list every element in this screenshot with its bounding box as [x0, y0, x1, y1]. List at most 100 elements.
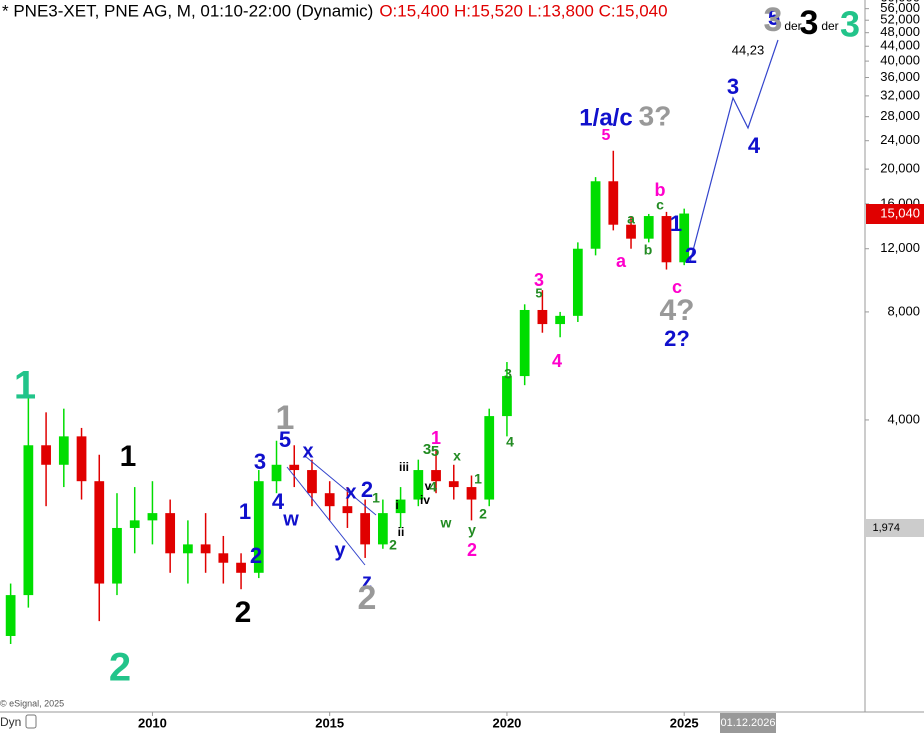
candle-body: [147, 513, 158, 521]
wave-label: 1: [372, 490, 380, 506]
wave-label: 1: [239, 499, 251, 524]
channel-line: [304, 455, 377, 516]
y-tick-label: 12,000: [880, 240, 920, 255]
lock-icon[interactable]: [25, 714, 37, 729]
last-price: 15,040: [880, 205, 920, 220]
wave-label: 3: [800, 4, 819, 42]
x-tick-label: 2010: [138, 715, 167, 730]
wave-label: iv: [420, 493, 430, 507]
wave-label: v: [425, 479, 432, 493]
wave-label: 2: [250, 543, 262, 568]
candle-body: [572, 248, 583, 316]
candle-body: [112, 527, 122, 584]
candle-body: [307, 470, 317, 494]
wave-label: 3: [764, 1, 783, 39]
y-tick-label: 4,000: [887, 411, 920, 426]
wave-label: c: [672, 277, 682, 297]
candle-body: [448, 481, 459, 488]
y-tick-label: 28,000: [880, 108, 920, 123]
candle-body: [94, 481, 105, 584]
wave-label: 2: [361, 477, 373, 502]
candle-body: [643, 216, 654, 239]
cursor-date: 01.12.2026: [720, 717, 775, 729]
candle-body: [679, 213, 690, 263]
wave-label: 2: [235, 596, 252, 629]
wave-label: 4: [748, 133, 761, 158]
y-tick-label: 20,000: [880, 161, 920, 176]
candle-body: [200, 544, 211, 554]
candle-body: [626, 224, 636, 239]
wave-label: ii: [398, 525, 405, 539]
candle-body: [324, 493, 335, 507]
candle-body: [661, 216, 672, 263]
wave-label: der: [821, 19, 838, 33]
candle-body: [360, 513, 371, 545]
y-tick-label: 24,000: [880, 132, 920, 147]
marker-price: 1,974: [872, 522, 900, 534]
wave-label: 2: [479, 506, 487, 522]
wave-label: 1: [120, 440, 137, 473]
candle-body: [431, 470, 441, 482]
wave-label: 3: [504, 366, 512, 382]
candle-body: [608, 181, 619, 225]
wave-label: 1: [474, 471, 482, 487]
forecast-path: [689, 39, 779, 263]
wave-label: x: [302, 440, 313, 462]
wave-label: x: [453, 448, 461, 464]
y-tick-label: 48,000: [880, 24, 920, 39]
wave-label: y: [334, 539, 346, 561]
wave-label: 2: [109, 646, 131, 690]
candle-body: [253, 481, 264, 573]
wave-label: 2?: [664, 326, 690, 351]
wave-label: c: [656, 197, 664, 213]
wave-label: 2: [389, 537, 397, 553]
wave-label: 2: [685, 243, 697, 268]
last-price-box: [866, 204, 924, 224]
candle-body: [377, 513, 388, 545]
y-tick-label: 56,000: [880, 0, 920, 15]
channel-line: [286, 466, 366, 566]
wave-label: 3: [534, 270, 544, 290]
y-tick-label: 36,000: [880, 69, 920, 84]
candle-body: [236, 562, 246, 573]
wave-label: 3: [423, 441, 431, 458]
candle-body: [218, 553, 229, 563]
wave-label: 4: [506, 434, 514, 450]
wave-label: 1: [670, 211, 682, 236]
wave-label: 3: [840, 4, 860, 45]
candle-body: [395, 499, 406, 514]
candle-body: [342, 506, 353, 514]
y-tick-label: 60,000: [880, 0, 920, 4]
chart-title: * PNE3-XET, PNE AG, M, 01:10-22:00 (Dyna…: [2, 1, 373, 20]
wave-label: 1: [276, 399, 295, 437]
wave-label: 5: [768, 5, 780, 30]
y-tick-label: 44,000: [880, 38, 920, 53]
wave-label: 4: [552, 351, 562, 371]
x-tick-label: 2015: [315, 715, 344, 730]
candle-body: [129, 520, 140, 528]
mode-label: Dyn: [0, 715, 21, 729]
wave-label: 3: [727, 74, 739, 99]
cursor-date-box: [720, 713, 776, 733]
wave-label: iii: [399, 460, 409, 474]
candle-body: [76, 436, 87, 482]
wave-label: der: [784, 19, 801, 33]
candle-body: [484, 416, 495, 500]
candle-body: [271, 464, 282, 482]
candle-body: [58, 436, 69, 465]
wave-label: z: [362, 570, 372, 592]
wave-label: 5: [279, 427, 291, 452]
plot: [5, 150, 690, 644]
candle-body: [289, 464, 300, 471]
candle-body: [555, 315, 565, 325]
candle-body: [5, 595, 16, 636]
target-label: 44,23: [732, 42, 765, 57]
wave-labels: 1 2 1 2 1 2 3 4 w 5 1 x x 2 y z 2 1 2 i …: [14, 1, 860, 690]
wave-label: 5: [535, 285, 542, 300]
wave-label: 1: [14, 364, 36, 408]
copyright: © eSignal, 2025: [0, 698, 64, 708]
wave-label: y: [468, 522, 476, 538]
candle-body: [466, 487, 477, 500]
